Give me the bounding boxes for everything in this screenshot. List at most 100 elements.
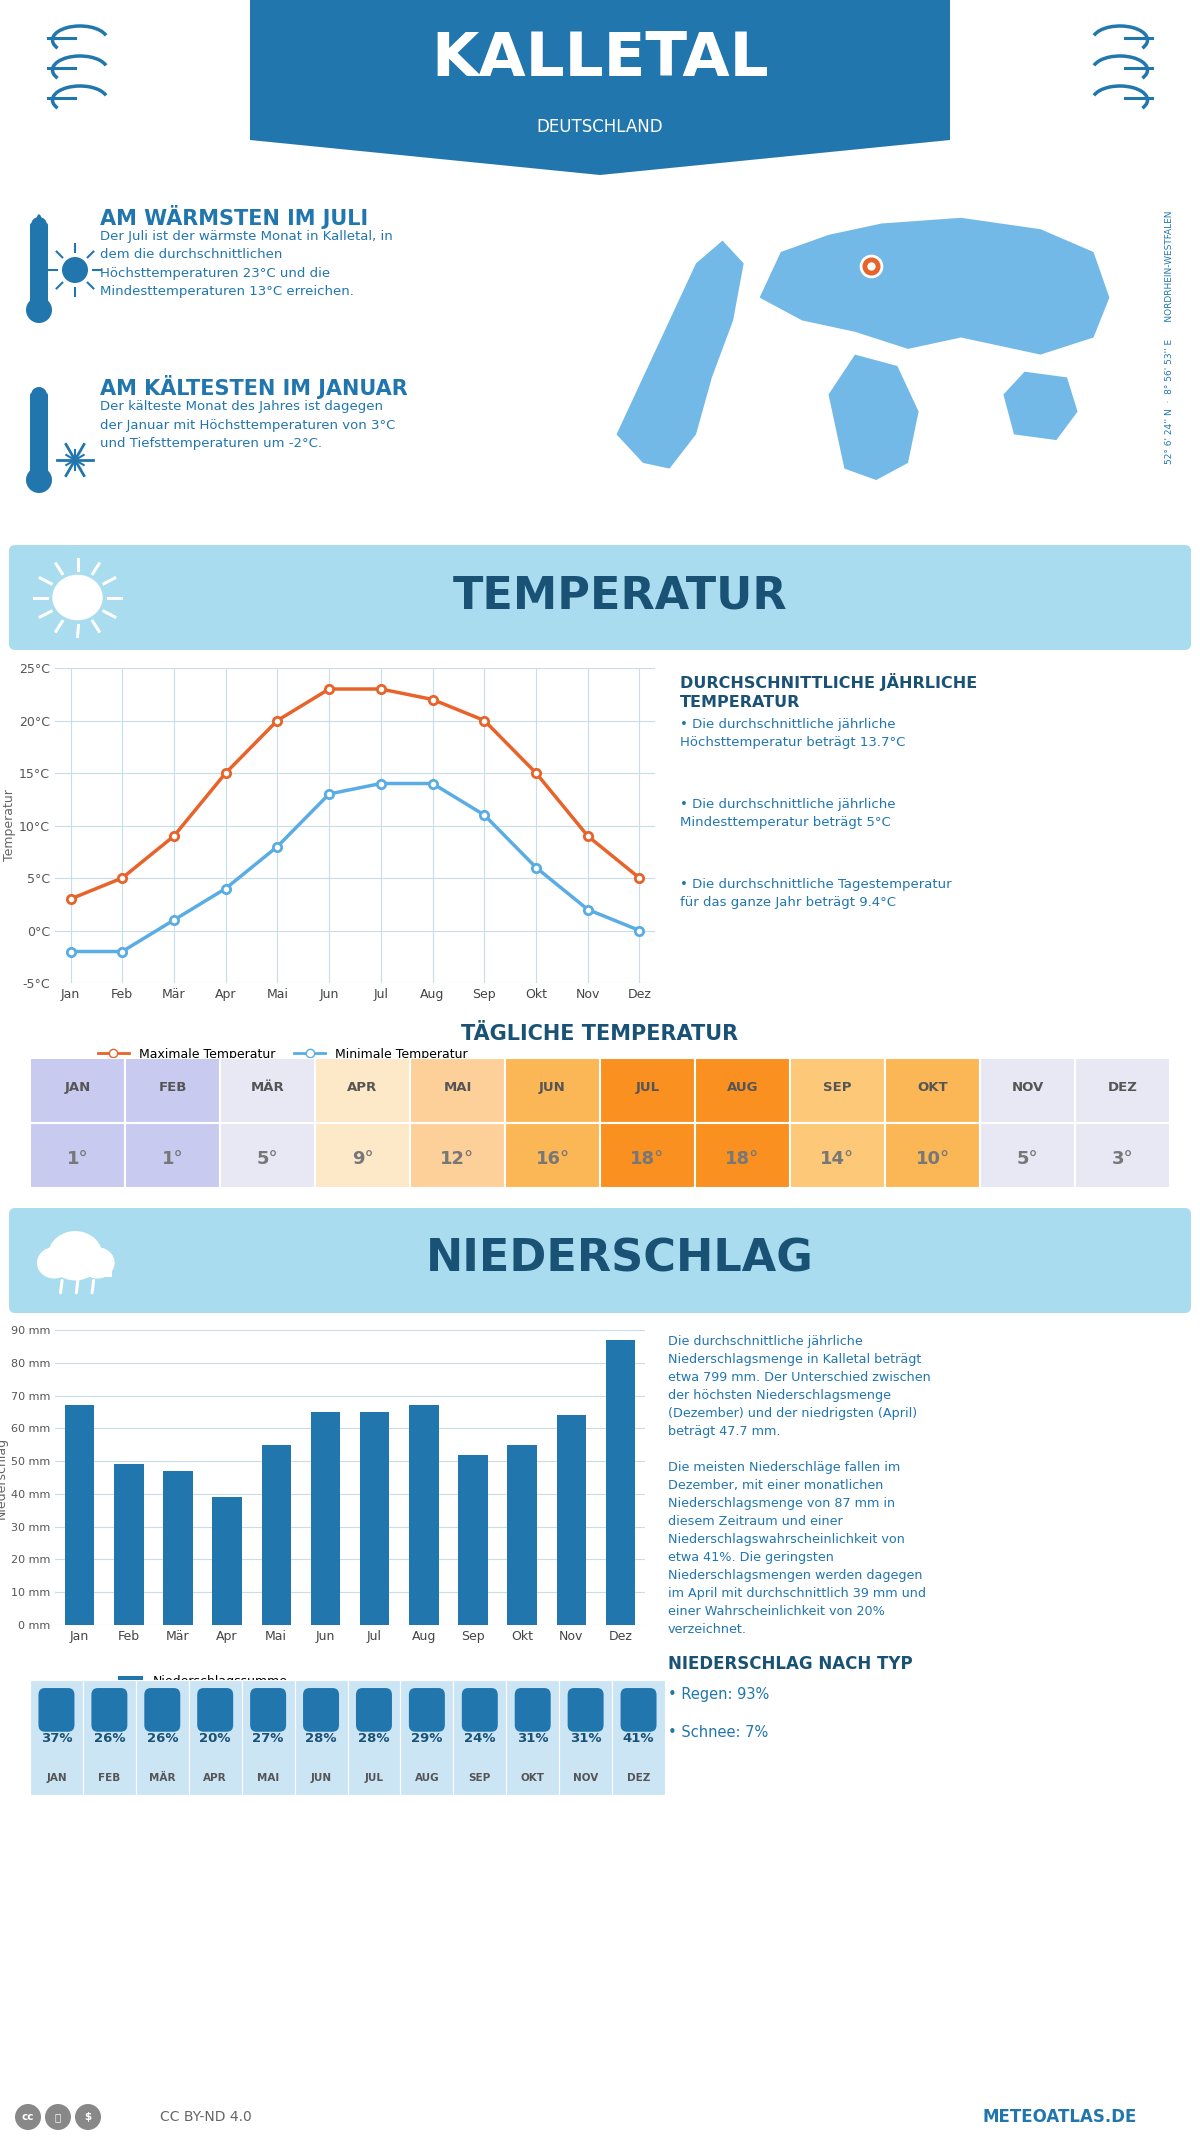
- Bar: [314, 1057, 410, 1124]
- Text: 1°: 1°: [67, 1149, 89, 1168]
- Bar: [220, 1124, 314, 1188]
- Text: MAI: MAI: [257, 1772, 280, 1783]
- Bar: [30, 1057, 125, 1124]
- Bar: [188, 1680, 241, 1795]
- Bar: [980, 1057, 1075, 1124]
- Text: 10°: 10°: [916, 1149, 949, 1168]
- Text: NIEDERSCHLAGSWAHRSCHEINLICHKEIT: NIEDERSCHLAGSWAHRSCHEINLICHKEIT: [185, 1656, 509, 1671]
- Bar: [410, 1057, 505, 1124]
- Text: FEB: FEB: [158, 1081, 187, 1094]
- Bar: [163, 1470, 193, 1624]
- Text: ⓘ: ⓘ: [55, 2112, 61, 2123]
- FancyBboxPatch shape: [568, 1688, 604, 1731]
- Circle shape: [37, 1248, 72, 1278]
- Bar: [65, 1406, 95, 1624]
- Text: • Schnee: 7%: • Schnee: 7%: [668, 1725, 768, 1740]
- Text: TÄGLICHE TEMPERATUR: TÄGLICHE TEMPERATUR: [462, 1025, 738, 1044]
- Bar: [410, 1124, 505, 1188]
- FancyBboxPatch shape: [250, 1688, 286, 1731]
- Bar: [886, 1057, 980, 1124]
- Text: FEB: FEB: [98, 1772, 120, 1783]
- FancyBboxPatch shape: [144, 1688, 180, 1731]
- Text: JUN: JUN: [539, 1081, 566, 1094]
- Text: 29%: 29%: [412, 1731, 443, 1744]
- Text: $: $: [84, 2112, 91, 2123]
- Text: AUG: AUG: [414, 1772, 439, 1783]
- Text: SEP: SEP: [823, 1081, 852, 1094]
- Text: NOV: NOV: [1012, 1081, 1044, 1094]
- Text: JAN: JAN: [65, 1081, 91, 1094]
- FancyBboxPatch shape: [304, 1688, 340, 1731]
- Bar: [886, 1124, 980, 1188]
- Text: 12°: 12°: [440, 1149, 474, 1168]
- Text: Der Juli ist der wärmste Monat in Kalletal, in
dem die durchschnittlichen
Höchst: Der Juli ist der wärmste Monat in Kallet…: [100, 229, 392, 297]
- FancyBboxPatch shape: [515, 1688, 551, 1731]
- Bar: [606, 1340, 635, 1624]
- Text: 28%: 28%: [305, 1731, 337, 1744]
- Polygon shape: [250, 0, 950, 175]
- Text: APR: APR: [203, 1772, 227, 1783]
- Text: 31%: 31%: [570, 1731, 601, 1744]
- Bar: [136, 1680, 188, 1795]
- Bar: [125, 1057, 220, 1124]
- Y-axis label: Temperatur: Temperatur: [4, 790, 17, 862]
- Bar: [47, 1263, 112, 1278]
- FancyBboxPatch shape: [462, 1688, 498, 1731]
- Text: NOV: NOV: [574, 1772, 599, 1783]
- Bar: [241, 1680, 294, 1795]
- Text: 18°: 18°: [630, 1149, 665, 1168]
- Bar: [790, 1057, 886, 1124]
- Bar: [114, 1464, 144, 1624]
- Bar: [695, 1057, 790, 1124]
- Bar: [360, 1412, 389, 1624]
- Bar: [348, 1680, 401, 1795]
- Text: JUN: JUN: [311, 1772, 331, 1783]
- Text: AUG: AUG: [727, 1081, 758, 1094]
- Text: 9°: 9°: [352, 1149, 373, 1168]
- Circle shape: [46, 2104, 71, 2129]
- Text: DEZ: DEZ: [626, 1772, 650, 1783]
- Bar: [294, 1680, 348, 1795]
- Text: 24%: 24%: [464, 1731, 496, 1744]
- Bar: [612, 1680, 665, 1795]
- Bar: [505, 1057, 600, 1124]
- Text: TEMPERATUR: TEMPERATUR: [452, 574, 787, 618]
- Bar: [311, 1412, 340, 1624]
- Text: 16°: 16°: [535, 1149, 570, 1168]
- Bar: [1075, 1124, 1170, 1188]
- Polygon shape: [760, 218, 1110, 355]
- Text: NIEDERSCHLAG NACH TYP: NIEDERSCHLAG NACH TYP: [668, 1654, 913, 1673]
- Text: • Die durchschnittliche jährliche
Höchsttemperatur beträgt 13.7°C: • Die durchschnittliche jährliche Höchst…: [680, 719, 905, 749]
- Circle shape: [31, 216, 47, 233]
- Circle shape: [74, 2104, 101, 2129]
- Text: 52° 6' 24'' N  ·  8° 56' 53'' E      NORDRHEIN-WESTFALEN: 52° 6' 24'' N · 8° 56' 53'' E NORDRHEIN-…: [1164, 210, 1174, 464]
- Legend: Maximale Temperatur, Minimale Temperatur: Maximale Temperatur, Minimale Temperatur: [92, 1042, 473, 1066]
- Text: • Die durchschnittliche Tagestemperatur
für das ganze Jahr beträgt 9.4°C: • Die durchschnittliche Tagestemperatur …: [680, 877, 952, 910]
- Legend: Niederschlagssumme: Niederschlagssumme: [113, 1669, 293, 1693]
- Bar: [220, 1057, 314, 1124]
- Circle shape: [53, 576, 103, 621]
- Bar: [83, 1680, 136, 1795]
- Bar: [790, 1124, 886, 1188]
- Bar: [409, 1406, 438, 1624]
- Text: Die durchschnittliche jährliche
Niederschlagsmenge in Kalletal beträgt
etwa 799 : Die durchschnittliche jährliche Niedersc…: [668, 1335, 931, 1635]
- Bar: [125, 1124, 220, 1188]
- Bar: [1075, 1057, 1170, 1124]
- Text: AM KÄLTESTEN IM JANUAR: AM KÄLTESTEN IM JANUAR: [100, 374, 408, 398]
- Text: 28%: 28%: [359, 1731, 390, 1744]
- Text: JUL: JUL: [365, 1772, 384, 1783]
- Text: 37%: 37%: [41, 1731, 72, 1744]
- Text: METEOATLAS.DE: METEOATLAS.DE: [983, 2108, 1138, 2125]
- Bar: [314, 1124, 410, 1188]
- FancyBboxPatch shape: [10, 546, 1190, 651]
- Polygon shape: [617, 240, 744, 469]
- Text: cc: cc: [22, 2112, 35, 2123]
- Bar: [454, 1680, 506, 1795]
- Circle shape: [31, 387, 47, 402]
- Circle shape: [26, 297, 52, 323]
- Bar: [600, 1124, 695, 1188]
- FancyBboxPatch shape: [38, 1688, 74, 1731]
- Text: 3°: 3°: [1111, 1149, 1133, 1168]
- FancyBboxPatch shape: [409, 1688, 445, 1731]
- Bar: [212, 1498, 242, 1624]
